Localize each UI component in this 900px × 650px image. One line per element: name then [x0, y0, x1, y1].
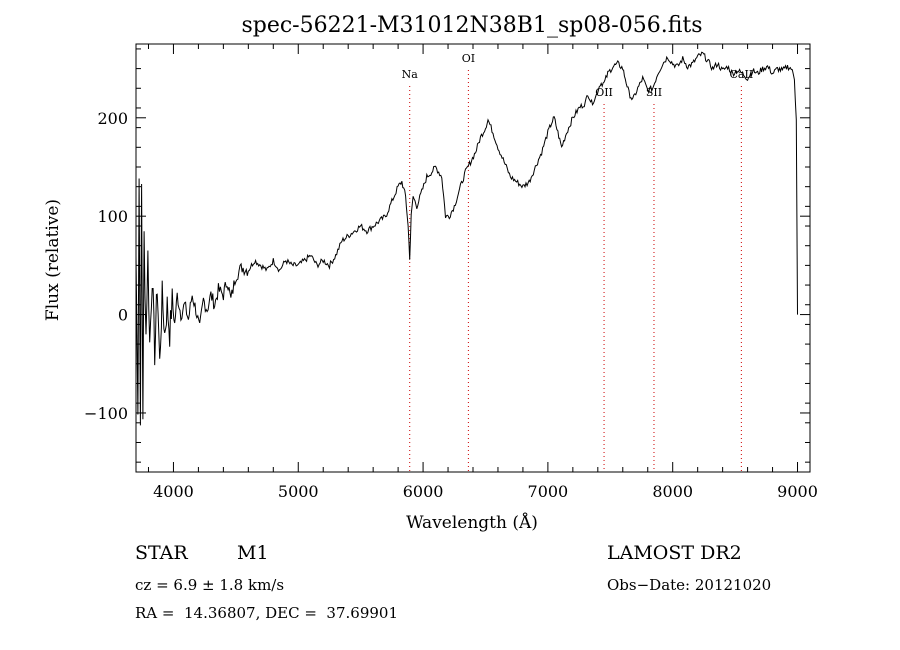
spectral-line-label: Na: [402, 68, 419, 81]
y-tick-label: 0: [118, 306, 128, 325]
object-subclass: M1: [237, 542, 269, 564]
y-axis-label: Flux (relative): [43, 199, 63, 321]
plot-frame: [135, 43, 811, 473]
survey-name: LAMOST DR2: [607, 542, 742, 564]
x-axis-label: Wavelength (Å): [406, 512, 538, 533]
x-tick-label: 5000: [278, 482, 319, 501]
obs-date: Obs−Date: 20121020: [607, 576, 772, 594]
chart-title: spec-56221-M31012N38B1_sp08-056.fits: [241, 13, 702, 38]
x-tick-label: 8000: [652, 482, 693, 501]
spectral-line-label: OII: [595, 86, 613, 99]
spectrum-line: [135, 51, 798, 426]
object-class: STAR: [135, 542, 188, 564]
coordinates: RA = 14.36807, DEC = 37.69901: [135, 604, 399, 622]
x-tick-label: 4000: [153, 482, 194, 501]
y-tick-label: 200: [97, 109, 128, 128]
spectral-line-label: SII: [646, 86, 662, 99]
y-tick-label: 100: [97, 207, 128, 226]
x-tick-label: 9000: [777, 482, 818, 501]
x-tick-label: 6000: [403, 482, 444, 501]
y-tick-label: −100: [84, 404, 128, 423]
spectral-line-label: OI: [462, 52, 475, 65]
redshift-text: cz = 6.9 ± 1.8 km/s: [135, 576, 285, 594]
x-tick-label: 7000: [528, 482, 569, 501]
